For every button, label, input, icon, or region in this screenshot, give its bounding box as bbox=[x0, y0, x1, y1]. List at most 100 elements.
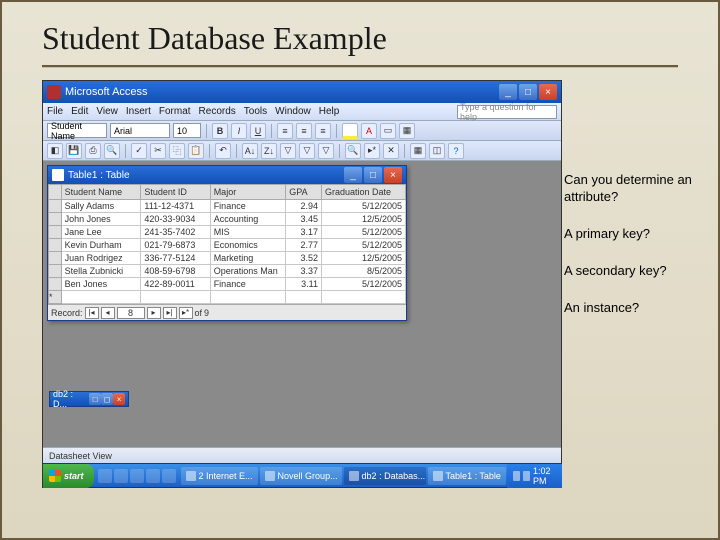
menu-window[interactable]: Window bbox=[275, 106, 311, 117]
menu-records[interactable]: Records bbox=[199, 106, 236, 117]
table-row[interactable]: Ben Jones422-89-0011Finance3.115/12/2005 bbox=[49, 278, 406, 291]
record-number-input[interactable]: 8 bbox=[117, 307, 145, 319]
column-header[interactable]: Graduation Date bbox=[321, 185, 405, 200]
cell[interactable]: 5/12/2005 bbox=[321, 226, 405, 239]
tray-icon-1[interactable] bbox=[513, 471, 520, 481]
cell[interactable]: 241-35-7402 bbox=[141, 226, 210, 239]
print-button[interactable]: ⎙ bbox=[85, 143, 101, 159]
taskbar-task-button[interactable]: Novell Group... bbox=[260, 467, 342, 485]
table-row[interactable]: Kevin Durham021-79-6873Economics2.775/12… bbox=[49, 239, 406, 252]
cell[interactable]: 336-77-5124 bbox=[141, 252, 210, 265]
cell[interactable]: 420-33-9034 bbox=[141, 213, 210, 226]
taskbar-task-button[interactable]: 2 Internet E... bbox=[181, 467, 258, 485]
cell[interactable]: Ben Jones bbox=[61, 278, 141, 291]
menu-edit[interactable]: Edit bbox=[71, 106, 88, 117]
column-header[interactable]: Student ID bbox=[141, 185, 210, 200]
last-record-button[interactable]: ▸| bbox=[163, 307, 177, 319]
minimize-button[interactable]: _ bbox=[499, 84, 517, 100]
row-selector[interactable] bbox=[49, 213, 62, 226]
menu-view[interactable]: View bbox=[96, 106, 118, 117]
select-all-button[interactable] bbox=[49, 185, 62, 200]
row-selector[interactable] bbox=[49, 226, 62, 239]
min-max-button[interactable]: ◻ bbox=[101, 393, 113, 405]
cell[interactable] bbox=[286, 291, 322, 304]
column-header[interactable]: Major bbox=[210, 185, 286, 200]
row-selector[interactable] bbox=[49, 265, 62, 278]
column-header[interactable]: GPA bbox=[286, 185, 322, 200]
underline-button[interactable]: U bbox=[250, 123, 266, 139]
start-button[interactable]: start bbox=[43, 464, 94, 488]
cell[interactable]: Finance bbox=[210, 200, 286, 213]
tray-icon-2[interactable] bbox=[523, 471, 530, 481]
cell[interactable]: Jane Lee bbox=[61, 226, 141, 239]
delete-record-button[interactable]: ✕ bbox=[383, 143, 399, 159]
cell[interactable] bbox=[141, 291, 210, 304]
child-minimize-button[interactable]: _ bbox=[344, 167, 362, 183]
cell[interactable]: Operations Man bbox=[210, 265, 286, 278]
ql-icon-3[interactable] bbox=[130, 469, 144, 483]
cell[interactable]: 3.52 bbox=[286, 252, 322, 265]
cell[interactable]: 422-89-0011 bbox=[141, 278, 210, 291]
cell[interactable]: 5/12/2005 bbox=[321, 200, 405, 213]
table-row[interactable]: Sally Adams111-12-4371Finance2.945/12/20… bbox=[49, 200, 406, 213]
prev-record-button[interactable]: ◂ bbox=[101, 307, 115, 319]
spelling-button[interactable]: ✓ bbox=[131, 143, 147, 159]
new-object-button[interactable]: ◫ bbox=[429, 143, 445, 159]
taskbar-task-button[interactable]: db2 : Databas... bbox=[344, 467, 426, 485]
cell[interactable]: Kevin Durham bbox=[61, 239, 141, 252]
help-search-input[interactable]: Type a question for help bbox=[457, 105, 557, 119]
table-row[interactable]: John Jones420-33-9034Accounting3.4512/5/… bbox=[49, 213, 406, 226]
print-preview-button[interactable]: 🔍 bbox=[104, 143, 120, 159]
cell[interactable]: 2.77 bbox=[286, 239, 322, 252]
column-header[interactable]: Student Name bbox=[61, 185, 141, 200]
cut-button[interactable]: ✂ bbox=[150, 143, 166, 159]
cell[interactable]: 5/12/2005 bbox=[321, 239, 405, 252]
line-color-button[interactable]: ▭ bbox=[380, 123, 396, 139]
new-record-nav-button[interactable]: ▸* bbox=[179, 307, 193, 319]
field-name-box[interactable]: Student Name bbox=[47, 123, 107, 138]
ql-icon-5[interactable] bbox=[162, 469, 176, 483]
ql-icon-2[interactable] bbox=[114, 469, 128, 483]
font-size-select[interactable]: 10 bbox=[173, 123, 201, 138]
cell[interactable]: 12/5/2005 bbox=[321, 252, 405, 265]
menu-file[interactable]: File bbox=[47, 106, 63, 117]
child-maximize-button[interactable]: □ bbox=[364, 167, 382, 183]
database-window-button[interactable]: ▦ bbox=[410, 143, 426, 159]
new-record-selector[interactable]: * bbox=[49, 291, 62, 304]
menu-insert[interactable]: Insert bbox=[126, 106, 151, 117]
bold-button[interactable]: B bbox=[212, 123, 228, 139]
align-center-button[interactable]: ≡ bbox=[296, 123, 312, 139]
cell[interactable]: 8/5/2005 bbox=[321, 265, 405, 278]
row-selector[interactable] bbox=[49, 239, 62, 252]
ql-icon-1[interactable] bbox=[98, 469, 112, 483]
cell[interactable]: 3.11 bbox=[286, 278, 322, 291]
cell[interactable]: Sally Adams bbox=[61, 200, 141, 213]
menu-tools[interactable]: Tools bbox=[244, 106, 267, 117]
fill-color-button[interactable] bbox=[342, 123, 358, 139]
save-button[interactable]: 💾 bbox=[66, 143, 82, 159]
cell[interactable]: Accounting bbox=[210, 213, 286, 226]
maximize-button[interactable]: □ bbox=[519, 84, 537, 100]
cell[interactable]: Juan Rodrigez bbox=[61, 252, 141, 265]
table-row[interactable]: Jane Lee241-35-7402MIS3.175/12/2005 bbox=[49, 226, 406, 239]
italic-button[interactable]: I bbox=[231, 123, 247, 139]
min-close-button[interactable]: × bbox=[113, 393, 125, 405]
row-selector[interactable] bbox=[49, 278, 62, 291]
min-restore-button[interactable]: □ bbox=[89, 393, 101, 405]
sort-desc-button[interactable]: Z↓ bbox=[261, 143, 277, 159]
help-button[interactable]: ? bbox=[448, 143, 464, 159]
align-right-button[interactable]: ≡ bbox=[315, 123, 331, 139]
view-button[interactable]: ◧ bbox=[47, 143, 63, 159]
copy-button[interactable]: ⿻ bbox=[169, 143, 185, 159]
cell[interactable]: Economics bbox=[210, 239, 286, 252]
cell[interactable]: MIS bbox=[210, 226, 286, 239]
cell[interactable]: 3.45 bbox=[286, 213, 322, 226]
filter-form-button[interactable]: ▽ bbox=[299, 143, 315, 159]
cell[interactable] bbox=[321, 291, 405, 304]
first-record-button[interactable]: |◂ bbox=[85, 307, 99, 319]
cell[interactable] bbox=[210, 291, 286, 304]
paste-button[interactable]: 📋 bbox=[188, 143, 204, 159]
table-row[interactable]: Juan Rodrigez336-77-5124Marketing3.5212/… bbox=[49, 252, 406, 265]
border-button[interactable]: ▦ bbox=[399, 123, 415, 139]
cell[interactable]: 3.37 bbox=[286, 265, 322, 278]
